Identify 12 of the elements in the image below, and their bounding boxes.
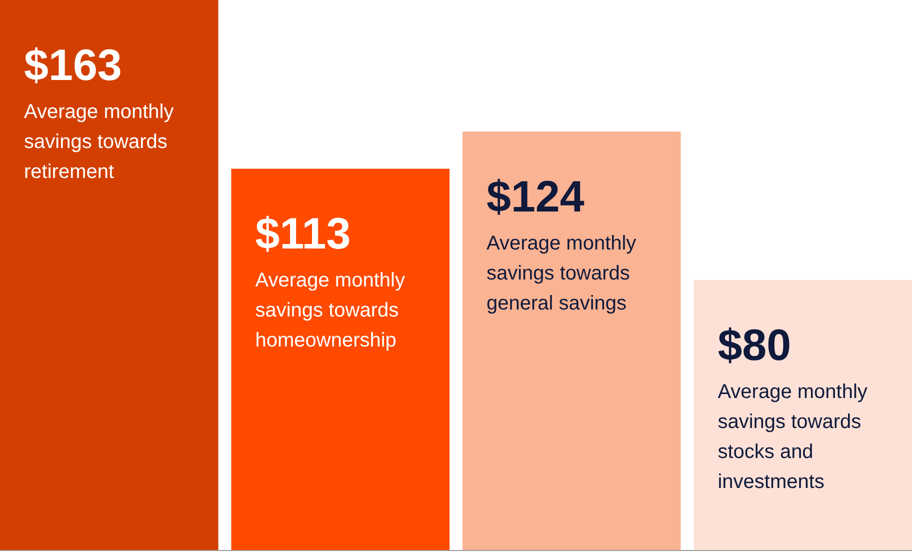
x-tick-label: Average monthly savings towards stocks and investments bbox=[718, 381, 868, 494]
data-label: $80 bbox=[718, 321, 792, 370]
x-tick-label: Average monthly savings towards homeownership bbox=[255, 270, 405, 352]
bar bbox=[231, 168, 450, 550]
bar bbox=[694, 280, 912, 550]
x-tick-label: Average monthly savings towards retirement bbox=[24, 101, 174, 183]
x-tick-label: Average monthly savings towards general savings bbox=[486, 232, 636, 315]
data-label: $113 bbox=[255, 210, 351, 259]
bar bbox=[462, 132, 681, 550]
data-label: $163 bbox=[24, 41, 122, 90]
bar bbox=[0, 0, 218, 550]
data-label: $124 bbox=[486, 172, 585, 222]
